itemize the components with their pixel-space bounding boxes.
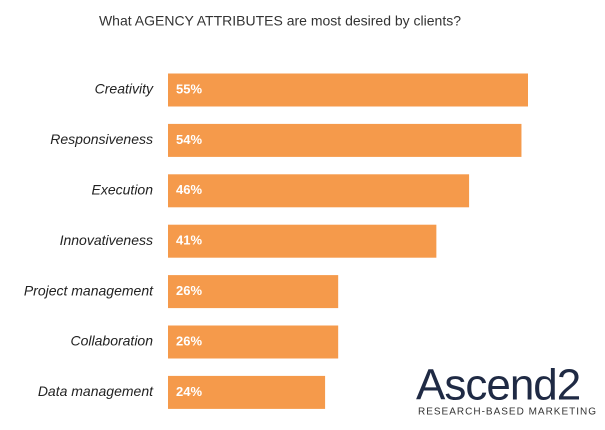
category-label: Project management	[24, 282, 154, 298]
bar	[168, 375, 326, 409]
category-label: Responsiveness	[50, 131, 153, 147]
value-label: 55%	[176, 81, 202, 96]
value-label: 46%	[176, 182, 202, 197]
bar	[168, 123, 522, 157]
bar	[168, 224, 437, 258]
category-label: Creativity	[95, 81, 154, 97]
value-label: 24%	[176, 384, 202, 399]
bar	[168, 174, 470, 208]
value-label: 26%	[176, 333, 202, 348]
category-label: Data management	[38, 383, 154, 399]
value-label: 41%	[176, 233, 202, 248]
value-label: 26%	[176, 283, 202, 298]
logo-name: Ascend2	[416, 361, 580, 410]
bar	[168, 73, 528, 107]
value-label: 54%	[176, 132, 202, 147]
category-label: Innovativeness	[60, 232, 153, 248]
category-label: Execution	[92, 182, 154, 198]
category-label: Collaboration	[71, 333, 154, 349]
chart-title: What AGENCY ATTRIBUTES are most desired …	[99, 13, 461, 29]
bar	[168, 275, 339, 309]
bar	[168, 325, 339, 359]
logo-tagline: RESEARCH-BASED MARKETING	[418, 407, 597, 418]
